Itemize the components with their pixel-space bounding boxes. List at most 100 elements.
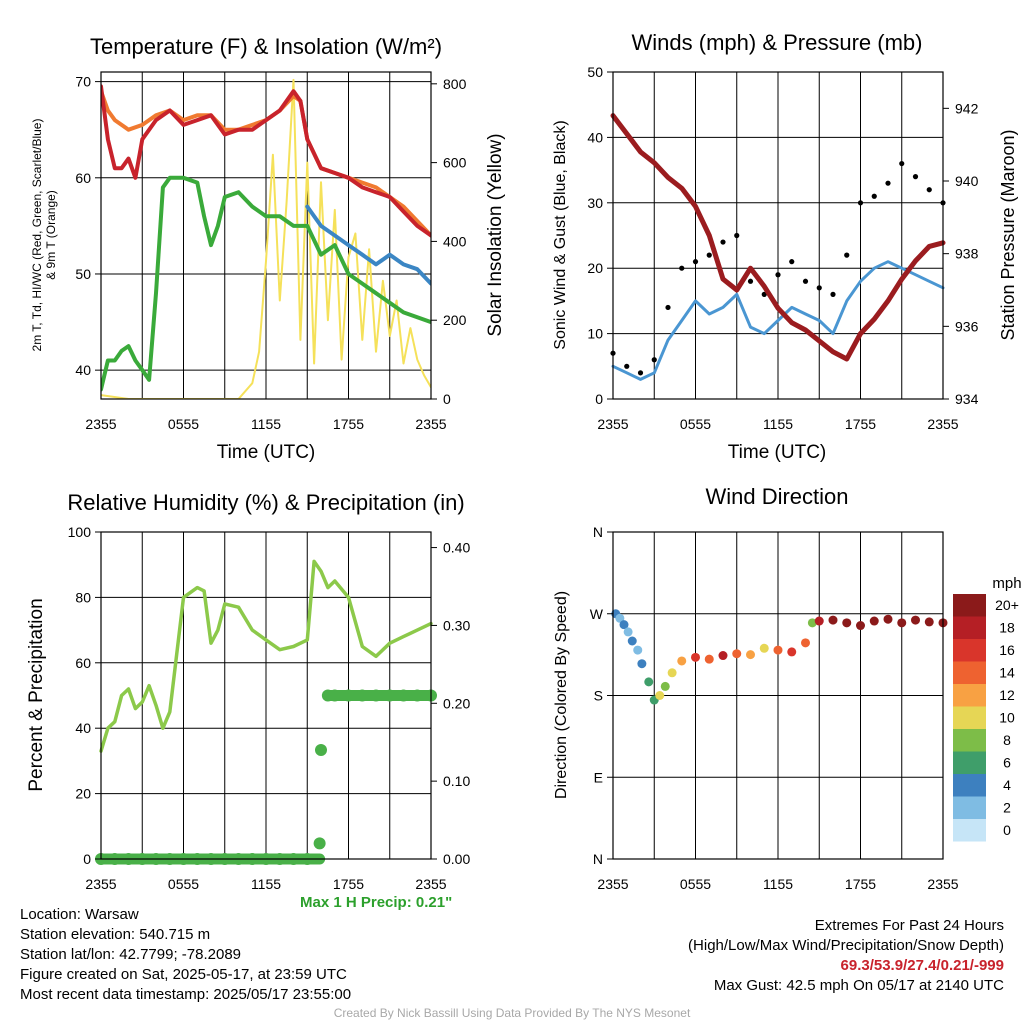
pressure-line [610, 113, 946, 362]
gust-point [912, 174, 919, 180]
gust-point [747, 278, 754, 284]
gust-point [885, 180, 891, 186]
gust-point [830, 291, 836, 297]
colorbar-label: 18 [999, 620, 1015, 636]
colorbar-label: 16 [999, 642, 1015, 658]
humidity-frame [100, 531, 432, 860]
gust-point [637, 370, 644, 376]
x-tick-label: 2355 [85, 876, 116, 892]
x-tick-label: 1155 [251, 876, 281, 892]
y-tick-label: 40 [75, 720, 91, 736]
colorbar-swatch [953, 616, 986, 639]
direction-point [842, 618, 852, 628]
x-tick-label: 1155 [763, 416, 793, 432]
direction-point [787, 647, 797, 657]
y2-tick-label: 940 [955, 173, 979, 189]
y-tick-label: S [594, 688, 603, 704]
colorbar-label: 0 [1003, 822, 1011, 838]
humidity-panel: Relative Humidity (%) & Precipitation (i… [26, 490, 470, 892]
colorbar-label: 20+ [995, 597, 1019, 613]
winds-plot-area [610, 113, 946, 381]
temperature-x-ticks: 2355 0555 1155 1755 2355 [85, 416, 446, 432]
x-tick-label: 1755 [333, 416, 364, 432]
x-tick-label: 0555 [168, 876, 199, 892]
direction-point [691, 652, 700, 662]
x-tick-label: 1755 [333, 876, 364, 892]
direction-point [807, 618, 817, 628]
elevation-text: Station elevation: 540.715 m [20, 926, 211, 943]
colorbar-label: 2 [1003, 800, 1011, 816]
y2-tick-label: 0.00 [443, 851, 470, 867]
direction-ylabel-left: Direction (Colored By Speed) [553, 591, 570, 799]
direction-point [627, 636, 637, 646]
direction-point [660, 681, 670, 691]
winds-y2-ticks: 934 936 938 940 942 [943, 100, 979, 407]
y2-tick-label: 600 [443, 155, 467, 171]
gust-point [734, 232, 740, 239]
x-tick-label: 0555 [680, 416, 711, 432]
winds-x-ticks: 2355 0555 1155 1755 2355 [597, 416, 958, 432]
direction-point [623, 627, 633, 637]
y2-tick-label: 400 [443, 233, 467, 249]
temperature-panel: Temperature (F) & Insolation (W/m²) 2355… [30, 34, 506, 463]
precip-point [313, 837, 326, 850]
y-tick-label: 100 [68, 524, 92, 540]
colorbar-title: mph [992, 575, 1021, 592]
x-tick-label: 0555 [680, 876, 711, 892]
speed-colorbar: 20+ 18 16 14 12 10 8 6 4 2 0 [953, 594, 1019, 842]
y-tick-label: 50 [75, 266, 91, 282]
colorbar-swatch [953, 774, 986, 797]
y2-tick-label: 0.20 [443, 695, 470, 711]
x-tick-label: 2355 [927, 876, 958, 892]
x-tick-label: 2355 [415, 876, 446, 892]
x-tick-label: 2355 [597, 876, 628, 892]
extremes-desc: (High/Low/Max Wind/Precipitation/Snow De… [688, 937, 1004, 954]
y-tick-label: 0 [83, 851, 91, 867]
station-info: Location: Warsaw Station elevation: 540.… [20, 905, 351, 1005]
humidity-y2-ticks: 0.00 0.10 0.20 0.30 0.40 [431, 540, 470, 867]
gust-point [624, 363, 630, 369]
created-text: Figure created on Sat, 2025-05-17, at 23… [20, 966, 347, 983]
gust-point [844, 252, 850, 258]
extremes-values: 69.3/53.9/27.4/0.21/-999 [840, 957, 1004, 974]
colorbar-swatch [953, 684, 986, 707]
y2-tick-label: 934 [955, 391, 979, 407]
gust-point [857, 200, 864, 206]
x-tick-label: 2355 [927, 416, 958, 432]
temperature-ylabel-line2: & 9m T (Orange) [44, 190, 58, 280]
max-gust-text: Max Gust: 42.5 mph On 05/17 at 2140 UTC [713, 977, 1004, 994]
direction-title: Wind Direction [705, 484, 848, 509]
direction-point [655, 691, 665, 700]
y2-tick-label: 0 [443, 391, 451, 407]
direction-point [644, 677, 654, 687]
temperature-xlabel: Time (UTC) [217, 442, 316, 463]
y-tick-label: 20 [75, 786, 91, 802]
direction-point [911, 615, 920, 625]
x-tick-label: 2355 [415, 416, 446, 432]
temperature-ylabel-line1: 2m T, Td, HI/WC (Red, Green, Scarlet/Blu… [30, 119, 44, 352]
x-tick-label: 2355 [597, 416, 628, 432]
gust-point [651, 357, 657, 363]
temperature-plot-area [101, 78, 431, 399]
y-tick-label: 80 [75, 589, 91, 605]
colorbar-label: 6 [1003, 755, 1011, 771]
temperature-ylabel-right: Solar Insolation (Yellow) [485, 133, 506, 336]
colorbar-swatch [953, 639, 986, 662]
direction-point [759, 643, 769, 653]
colorbar-swatch [953, 819, 986, 842]
y2-tick-label: 0.40 [443, 540, 470, 556]
x-tick-label: 1755 [845, 416, 876, 432]
direction-point [732, 649, 742, 659]
y-tick-label: N [593, 851, 603, 867]
direction-point [801, 638, 810, 648]
direction-point [828, 615, 838, 625]
gust-point [679, 265, 685, 271]
direction-point [814, 616, 824, 626]
direction-point [637, 659, 647, 669]
direction-point [619, 620, 629, 630]
colorbar-label: 14 [999, 665, 1015, 681]
y2-tick-label: 0.10 [443, 773, 470, 789]
colorbar-label: 4 [1003, 777, 1011, 793]
direction-point [897, 618, 907, 628]
